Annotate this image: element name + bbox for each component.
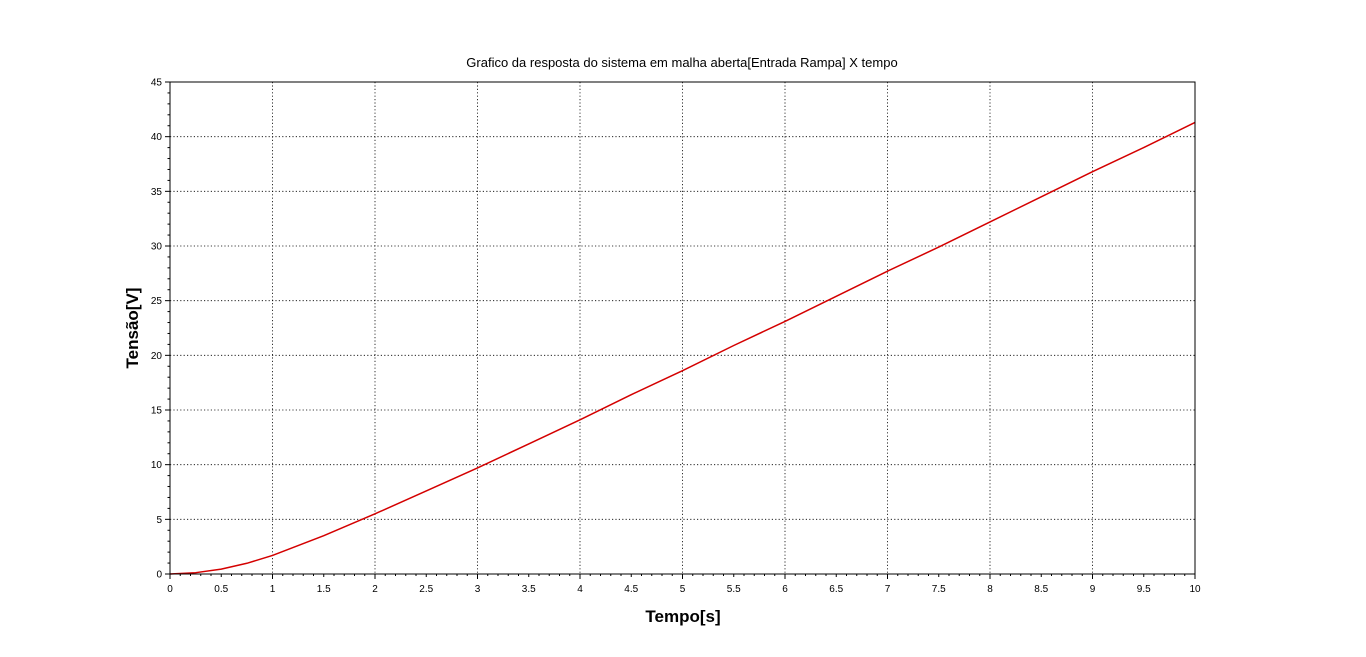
x-tick-label: 4.5	[624, 584, 638, 595]
x-tick-label: 5	[680, 584, 686, 595]
axis-ticks	[165, 81, 1196, 579]
x-tick-label: 4	[577, 584, 583, 595]
y-tick-label: 0	[156, 570, 162, 581]
x-tick-label: 10	[1189, 584, 1201, 595]
x-tick-label: 6.5	[829, 584, 843, 595]
y-tick-labels: 0 5 10 15 20 25 30 35 40 45	[151, 78, 163, 581]
chart-title: Grafico da resposta do sistema em malha …	[466, 55, 897, 70]
y-tick-label: 35	[151, 187, 163, 198]
x-tick-label: 9.5	[1137, 584, 1151, 595]
x-tick-label: 2	[372, 584, 378, 595]
y-tick-label: 5	[156, 515, 162, 526]
x-tick-label: 0	[167, 584, 173, 595]
y-tick-label: 30	[151, 242, 163, 253]
y-tick-label: 20	[151, 351, 163, 362]
y-axis-label: Tensão[V]	[123, 288, 142, 369]
x-tick-label: 1.5	[317, 584, 331, 595]
grid-lines	[170, 82, 1195, 574]
y-tick-label: 10	[151, 460, 163, 471]
x-axis-label: Tempo[s]	[645, 607, 720, 626]
x-tick-label: 2.5	[419, 584, 433, 595]
x-tick-label: 3.5	[522, 584, 536, 595]
x-tick-label: 7.5	[932, 584, 946, 595]
x-tick-label: 3	[475, 584, 481, 595]
x-tick-label: 8.5	[1034, 584, 1048, 595]
x-tick-label: 9	[1090, 584, 1096, 595]
y-tick-label: 45	[151, 78, 163, 89]
x-tick-label: 1	[270, 584, 276, 595]
series-line	[169, 121, 1196, 575]
y-tick-label: 40	[151, 132, 163, 143]
x-tick-label: 6	[782, 584, 788, 595]
x-tick-labels: 0 0.5 1 1.5 2 2.5 3 3.5 4 4.5 5 5.5 6 6.5 7 7.5 8 8.5 9 9.5…	[167, 584, 1201, 595]
x-tick-label: 8	[987, 584, 993, 595]
series-layer	[169, 121, 1196, 575]
x-tick-label: 5.5	[727, 584, 741, 595]
y-tick-label: 25	[151, 296, 163, 307]
x-tick-label: 0.5	[214, 584, 228, 595]
x-tick-label: 7	[885, 584, 891, 595]
y-tick-label: 15	[151, 406, 163, 417]
